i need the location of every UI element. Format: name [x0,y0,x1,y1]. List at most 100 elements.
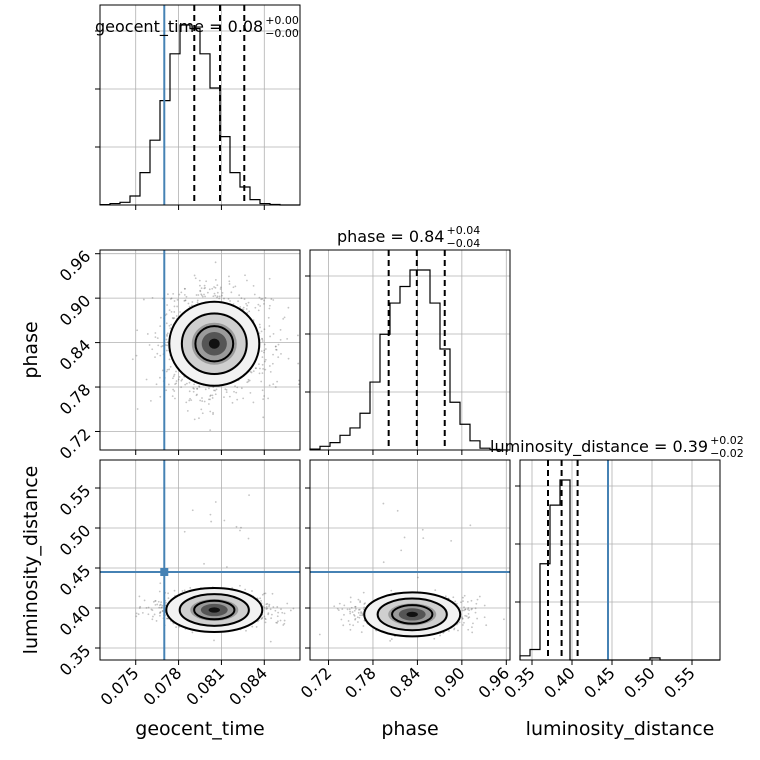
sample-point [168,358,171,361]
sample-point [248,310,251,313]
sample-point [343,604,346,607]
sample-point [277,356,280,359]
sample-point [266,607,269,610]
sample-point [262,351,265,354]
sample-point [252,370,255,373]
sample-point [272,332,275,335]
sample-point [218,295,221,298]
diag-panel-luminosity_distance: luminosity_distance = 0.39 +0.02−0.02 [490,434,744,665]
sample-point [353,609,356,612]
sample-point [349,628,352,631]
panel-title-luminosity_distance: luminosity_distance = 0.39 +0.02−0.02 [490,434,744,460]
sample-point [258,296,261,299]
sample-point [333,605,336,608]
sample-point [363,606,366,609]
sample-point [467,607,470,609]
y-axis-label-phase: phase [20,321,42,378]
sample-point [249,370,252,373]
sample-point [179,311,181,313]
sample-point [231,401,234,404]
sample-point [247,301,250,304]
sample-point [173,300,176,302]
sample-point [171,317,174,319]
sample-point [135,354,138,357]
sample-point [138,595,141,598]
sample-point [357,598,360,601]
sample-point [211,287,214,290]
sample-point [283,619,286,622]
sample-point [173,589,176,592]
sample-point [156,352,159,355]
sample-point [219,288,222,290]
sample-point [203,400,206,403]
sample-point [259,305,262,307]
sample-point [136,408,139,410]
sample-point [160,606,163,609]
sample-point [213,292,216,295]
sample-point [211,394,214,397]
sample-point [286,602,289,605]
sample-point [260,350,263,352]
sample-point [280,608,282,611]
sample-point [208,288,211,291]
sample-point [268,307,271,310]
sample-point [158,590,161,593]
sample-point [362,625,365,627]
sample-point [463,606,465,609]
sample-point [471,607,473,610]
sample-point [264,592,267,595]
sample-point [167,592,170,595]
sample-point [269,370,272,373]
sample-point [223,519,226,522]
sample-point [254,306,257,309]
sample-point [263,349,266,352]
sample-point [468,616,471,619]
sample-point [201,397,203,399]
x-tick-label: 0.081 [182,663,228,709]
sample-point [228,283,231,285]
sample-point [159,395,162,398]
sample-point [260,380,263,383]
sample-point [235,525,238,528]
sample-point [469,524,472,527]
sample-point [476,598,479,601]
sample-point [203,284,206,287]
panel-geocent_time-vs-phase: 0.72 0.78 0.84 0.90 0.96 [56,247,301,463]
sample-point [245,629,247,632]
sample-point [173,317,176,319]
sample-point [209,395,212,397]
sample-point [403,536,406,539]
sample-point [276,606,279,608]
sample-point [341,608,344,610]
sample-point [150,608,153,611]
sample-point [159,316,162,319]
sample-point [276,380,279,383]
sample-point [259,367,261,370]
sample-point [246,381,249,384]
sample-point [453,627,456,630]
sample-point [462,600,464,603]
sample-point [135,615,138,618]
sample-point [145,606,148,609]
sample-point [209,394,212,397]
sample-point [258,363,260,366]
sample-point [154,604,157,606]
sample-point [264,618,267,621]
sample-point [263,328,266,331]
sample-point [472,622,474,625]
sample-point [166,335,168,337]
sample-point [166,333,168,336]
x-tick-label: 0.35 [500,663,539,702]
sample-point [242,397,245,400]
sample-point [342,624,345,627]
title-text: geocent_time = 0.08 [95,17,263,37]
sample-point [253,293,256,296]
sample-point [234,385,236,388]
sample-point [235,391,238,394]
sample-point [362,591,365,594]
sample-point [158,612,161,615]
sample-point [246,279,248,282]
sample-point [382,502,385,505]
sample-point [159,603,162,606]
sample-point [207,398,210,401]
